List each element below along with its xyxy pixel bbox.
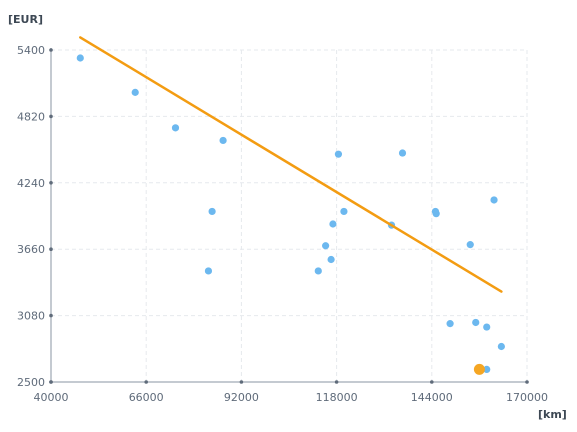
data-point	[334, 150, 343, 158]
axes	[49, 48, 529, 384]
x-tick-label: 92000	[224, 391, 259, 404]
data-point	[446, 320, 454, 328]
x-tick-mark	[525, 380, 529, 384]
x-tick-label: 170000	[506, 391, 548, 404]
data-point	[327, 255, 335, 264]
data-points	[76, 54, 505, 375]
data-point	[329, 220, 337, 228]
y-tick-label: 5400	[17, 44, 45, 57]
x-tick-mark	[144, 380, 148, 384]
data-point	[398, 149, 407, 157]
data-point	[314, 267, 322, 275]
y-tick-mark	[49, 313, 53, 318]
x-tick-label: 118000	[316, 391, 358, 404]
y-tick-label: 3660	[17, 243, 45, 256]
data-point	[483, 323, 491, 331]
y-tick-mark	[49, 48, 53, 52]
x-tick-mark	[239, 380, 244, 384]
y-tick-label: 2500	[17, 376, 45, 389]
data-point	[490, 196, 498, 204]
data-point	[204, 267, 213, 275]
y-tick-mark	[49, 380, 53, 384]
data-point	[497, 342, 505, 351]
y-axis-label: [EUR]	[8, 13, 43, 26]
x-tick-label: 40000	[34, 391, 69, 404]
data-point	[208, 207, 216, 216]
data-point	[466, 241, 474, 249]
grid-lines	[51, 49, 528, 382]
data-point	[472, 318, 480, 327]
y-tick-label: 4240	[17, 177, 45, 190]
x-tick-mark	[334, 380, 339, 384]
x-tick-label: 66000	[129, 391, 164, 404]
data-point	[432, 210, 440, 218]
tick-labels: 40000 66000 92000 118000 144000 170000 2500 308…	[17, 44, 548, 404]
y-tick-mark	[49, 247, 53, 251]
trend-line-group	[79, 36, 503, 293]
x-axis-label: [km]	[538, 408, 567, 421]
trend-line	[79, 36, 503, 293]
x-tick-mark	[430, 380, 434, 384]
y-tick-mark	[49, 181, 53, 185]
data-point	[131, 88, 139, 96]
y-tick-label: 3080	[17, 310, 45, 323]
data-point	[340, 207, 348, 216]
data-point	[322, 242, 330, 250]
data-point	[483, 365, 491, 374]
data-point	[171, 124, 180, 132]
y-tick-label: 4820	[17, 110, 45, 123]
highlight-point	[473, 363, 485, 375]
data-point	[76, 54, 84, 62]
y-tick-mark	[49, 114, 53, 119]
x-tick-label: 144000	[411, 391, 453, 404]
data-point	[219, 136, 227, 145]
